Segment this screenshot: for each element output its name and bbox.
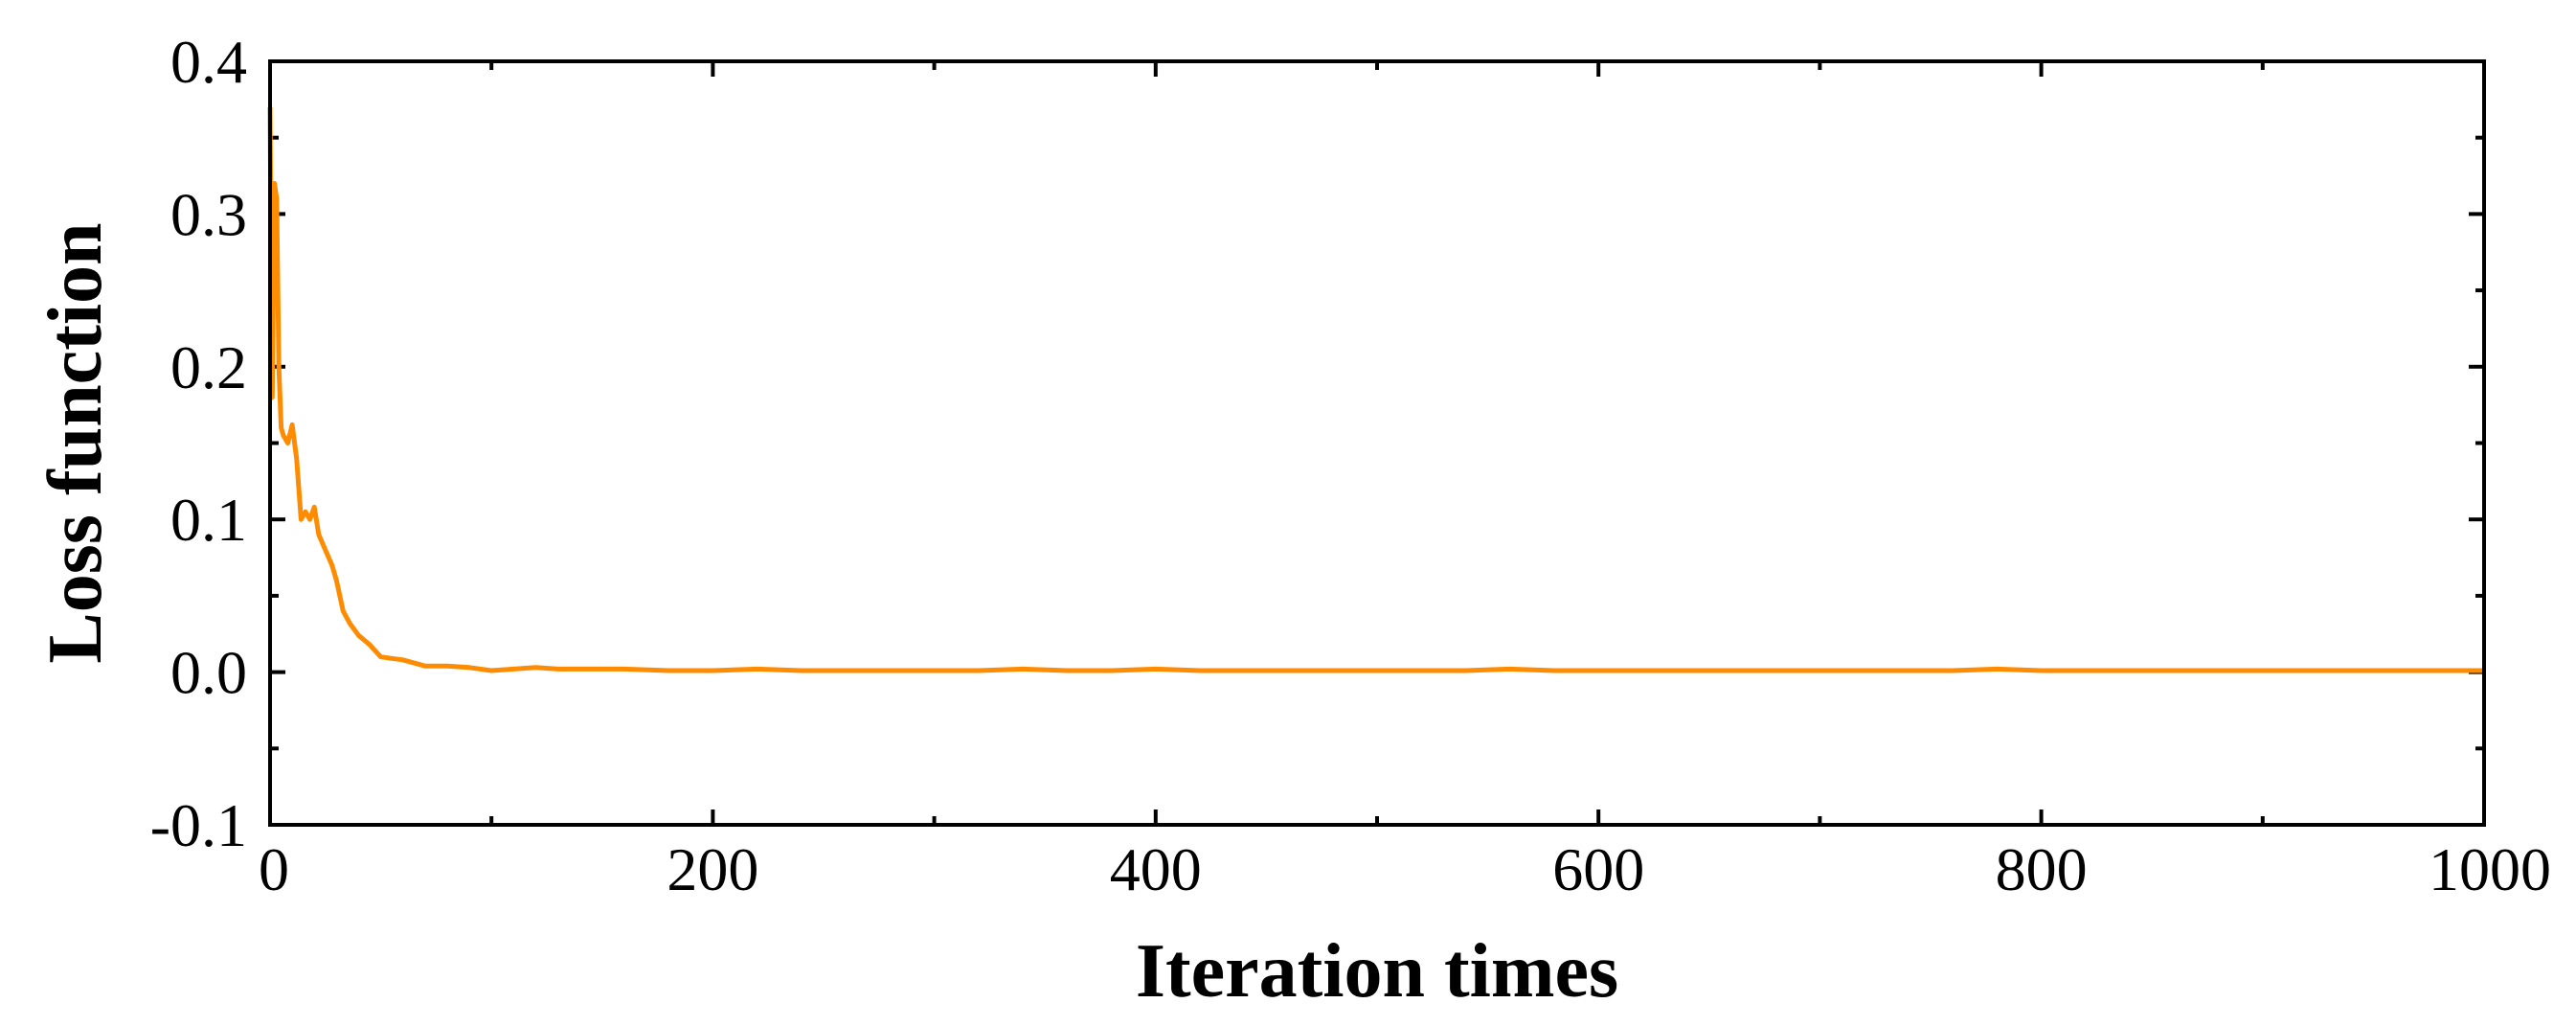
x-axis-title: Iteration times [1136,929,1618,1014]
y-axis-title: Loss function [34,222,118,663]
y-tick-label: 0.4 [170,28,247,96]
x-tick-label: 600 [1552,835,1644,903]
loss-series-line [267,106,2484,673]
x-tick-label: 200 [667,835,758,903]
x-tick-label: 1000 [2429,835,2551,903]
y-tick-label: -0.1 [150,791,247,859]
y-axis-ticks: -0.1 0.0 0.1 0.2 0.3 0.4 [150,28,2484,859]
series-layer [267,106,2484,673]
y-tick-label: 0.1 [170,486,247,554]
x-tick-label: 0 [259,835,289,903]
y-tick-label: 0.0 [170,639,247,707]
x-tick-label: 800 [1996,835,2088,903]
x-axis-ticks: 0 200 400 600 800 1000 [259,61,2551,903]
y-tick-label: 0.3 [170,180,247,248]
plot-frame [268,59,2486,827]
x-tick-label: 400 [1110,835,1202,903]
y-tick-label: 0.2 [170,333,247,401]
